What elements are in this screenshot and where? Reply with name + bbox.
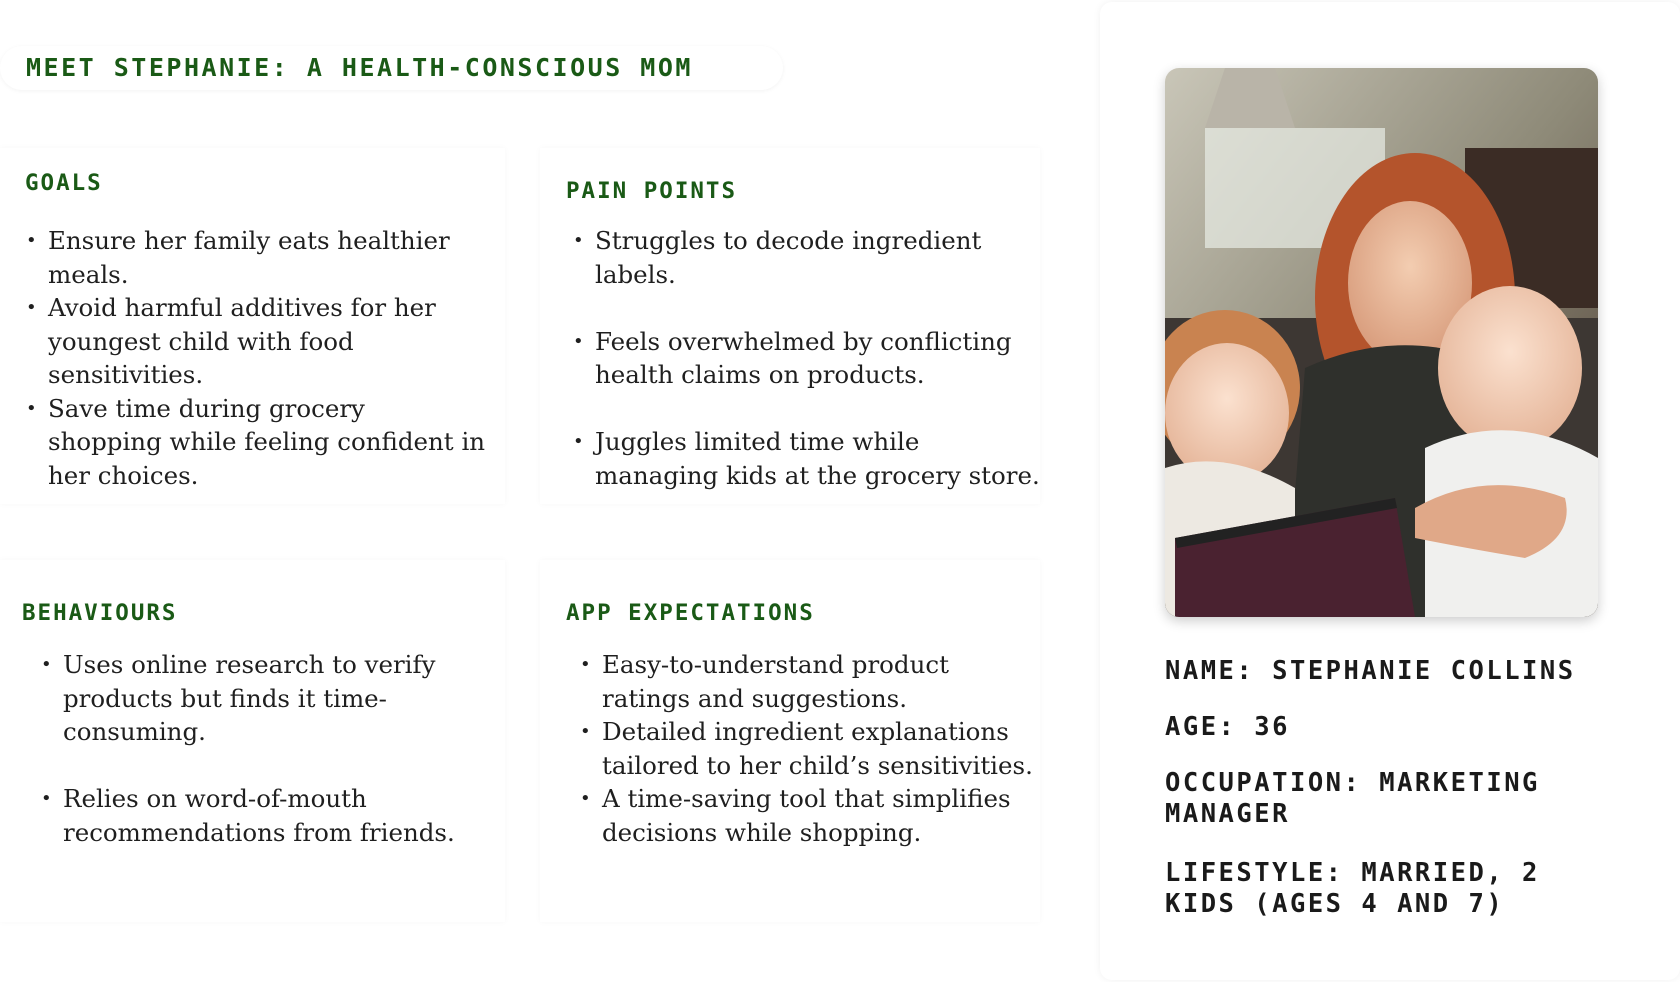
bullet-icon: • — [580, 721, 591, 742]
behaviours-list: • Uses online research to verify products… — [41, 648, 501, 883]
goals-card — [0, 148, 505, 504]
bullet-icon: • — [580, 788, 591, 809]
profile-lifestyle: LIFESTYLE: MARRIED, 2 KIDS (AGES 4 AND 7… — [1165, 858, 1540, 919]
list-item: • Ensure her family eats healthier meals. — [26, 226, 450, 289]
bullet-icon: • — [26, 397, 37, 419]
behaviours-heading: BEHAVIOURS — [22, 600, 178, 626]
bullet-icon: • — [26, 230, 37, 251]
app-expectations-list: • Easy-to-understand product ratings and … — [580, 648, 1040, 849]
goals-heading: GOALS — [25, 170, 103, 196]
bullet-icon: • — [41, 788, 52, 809]
pain-points-heading: PAIN POINTS — [566, 178, 738, 204]
list-item: • Struggles to decode ingredient labels. — [573, 226, 982, 289]
behaviours-card — [0, 560, 505, 922]
list-item: • Detailed ingredient explanations tailor… — [580, 717, 1033, 780]
list-item: • Feels overwhelmed by conflicting health… — [573, 326, 1012, 390]
bullet-icon: • — [41, 654, 52, 675]
profile-occupation: OCCUPATION: MARKETING MANAGER — [1165, 768, 1540, 829]
list-item: • Save time during grocery shopping while… — [26, 393, 486, 490]
bullet-icon: • — [26, 297, 37, 318]
bullet-icon: • — [573, 230, 584, 251]
app-expectations-card — [540, 560, 1040, 922]
page-title: MEET STEPHANIE: A HEALTH-CONSCIOUS MOM — [26, 53, 693, 82]
list-item: • Easy-to-understand product ratings and … — [580, 650, 949, 713]
bullet-icon: • — [573, 330, 584, 352]
persona-photo — [1165, 68, 1598, 617]
profile-name: NAME: STEPHANIE COLLINS — [1165, 656, 1576, 686]
list-item: • A time-saving tool that simplifies deci… — [580, 784, 1011, 847]
title-pill — [0, 46, 783, 90]
list-item: • Juggles limited time while managing kid… — [573, 427, 1040, 490]
goals-list: • Ensure her family eats healthier meals.… — [26, 224, 486, 492]
profile-age: AGE: 36 — [1165, 712, 1290, 742]
pain-points-card — [540, 148, 1040, 504]
list-item: • Relies on word-of-mouth recommendations… — [41, 784, 455, 847]
list-item: • Avoid harmful additives for her younges… — [26, 293, 436, 389]
bullet-icon: • — [580, 654, 591, 675]
list-item: • Uses online research to verify products… — [41, 650, 436, 746]
bullet-icon: • — [573, 431, 584, 452]
app-expectations-heading: APP EXPECTATIONS — [566, 600, 815, 626]
pain-points-list: • Struggles to decode ingredient labels. … — [573, 224, 1043, 526]
